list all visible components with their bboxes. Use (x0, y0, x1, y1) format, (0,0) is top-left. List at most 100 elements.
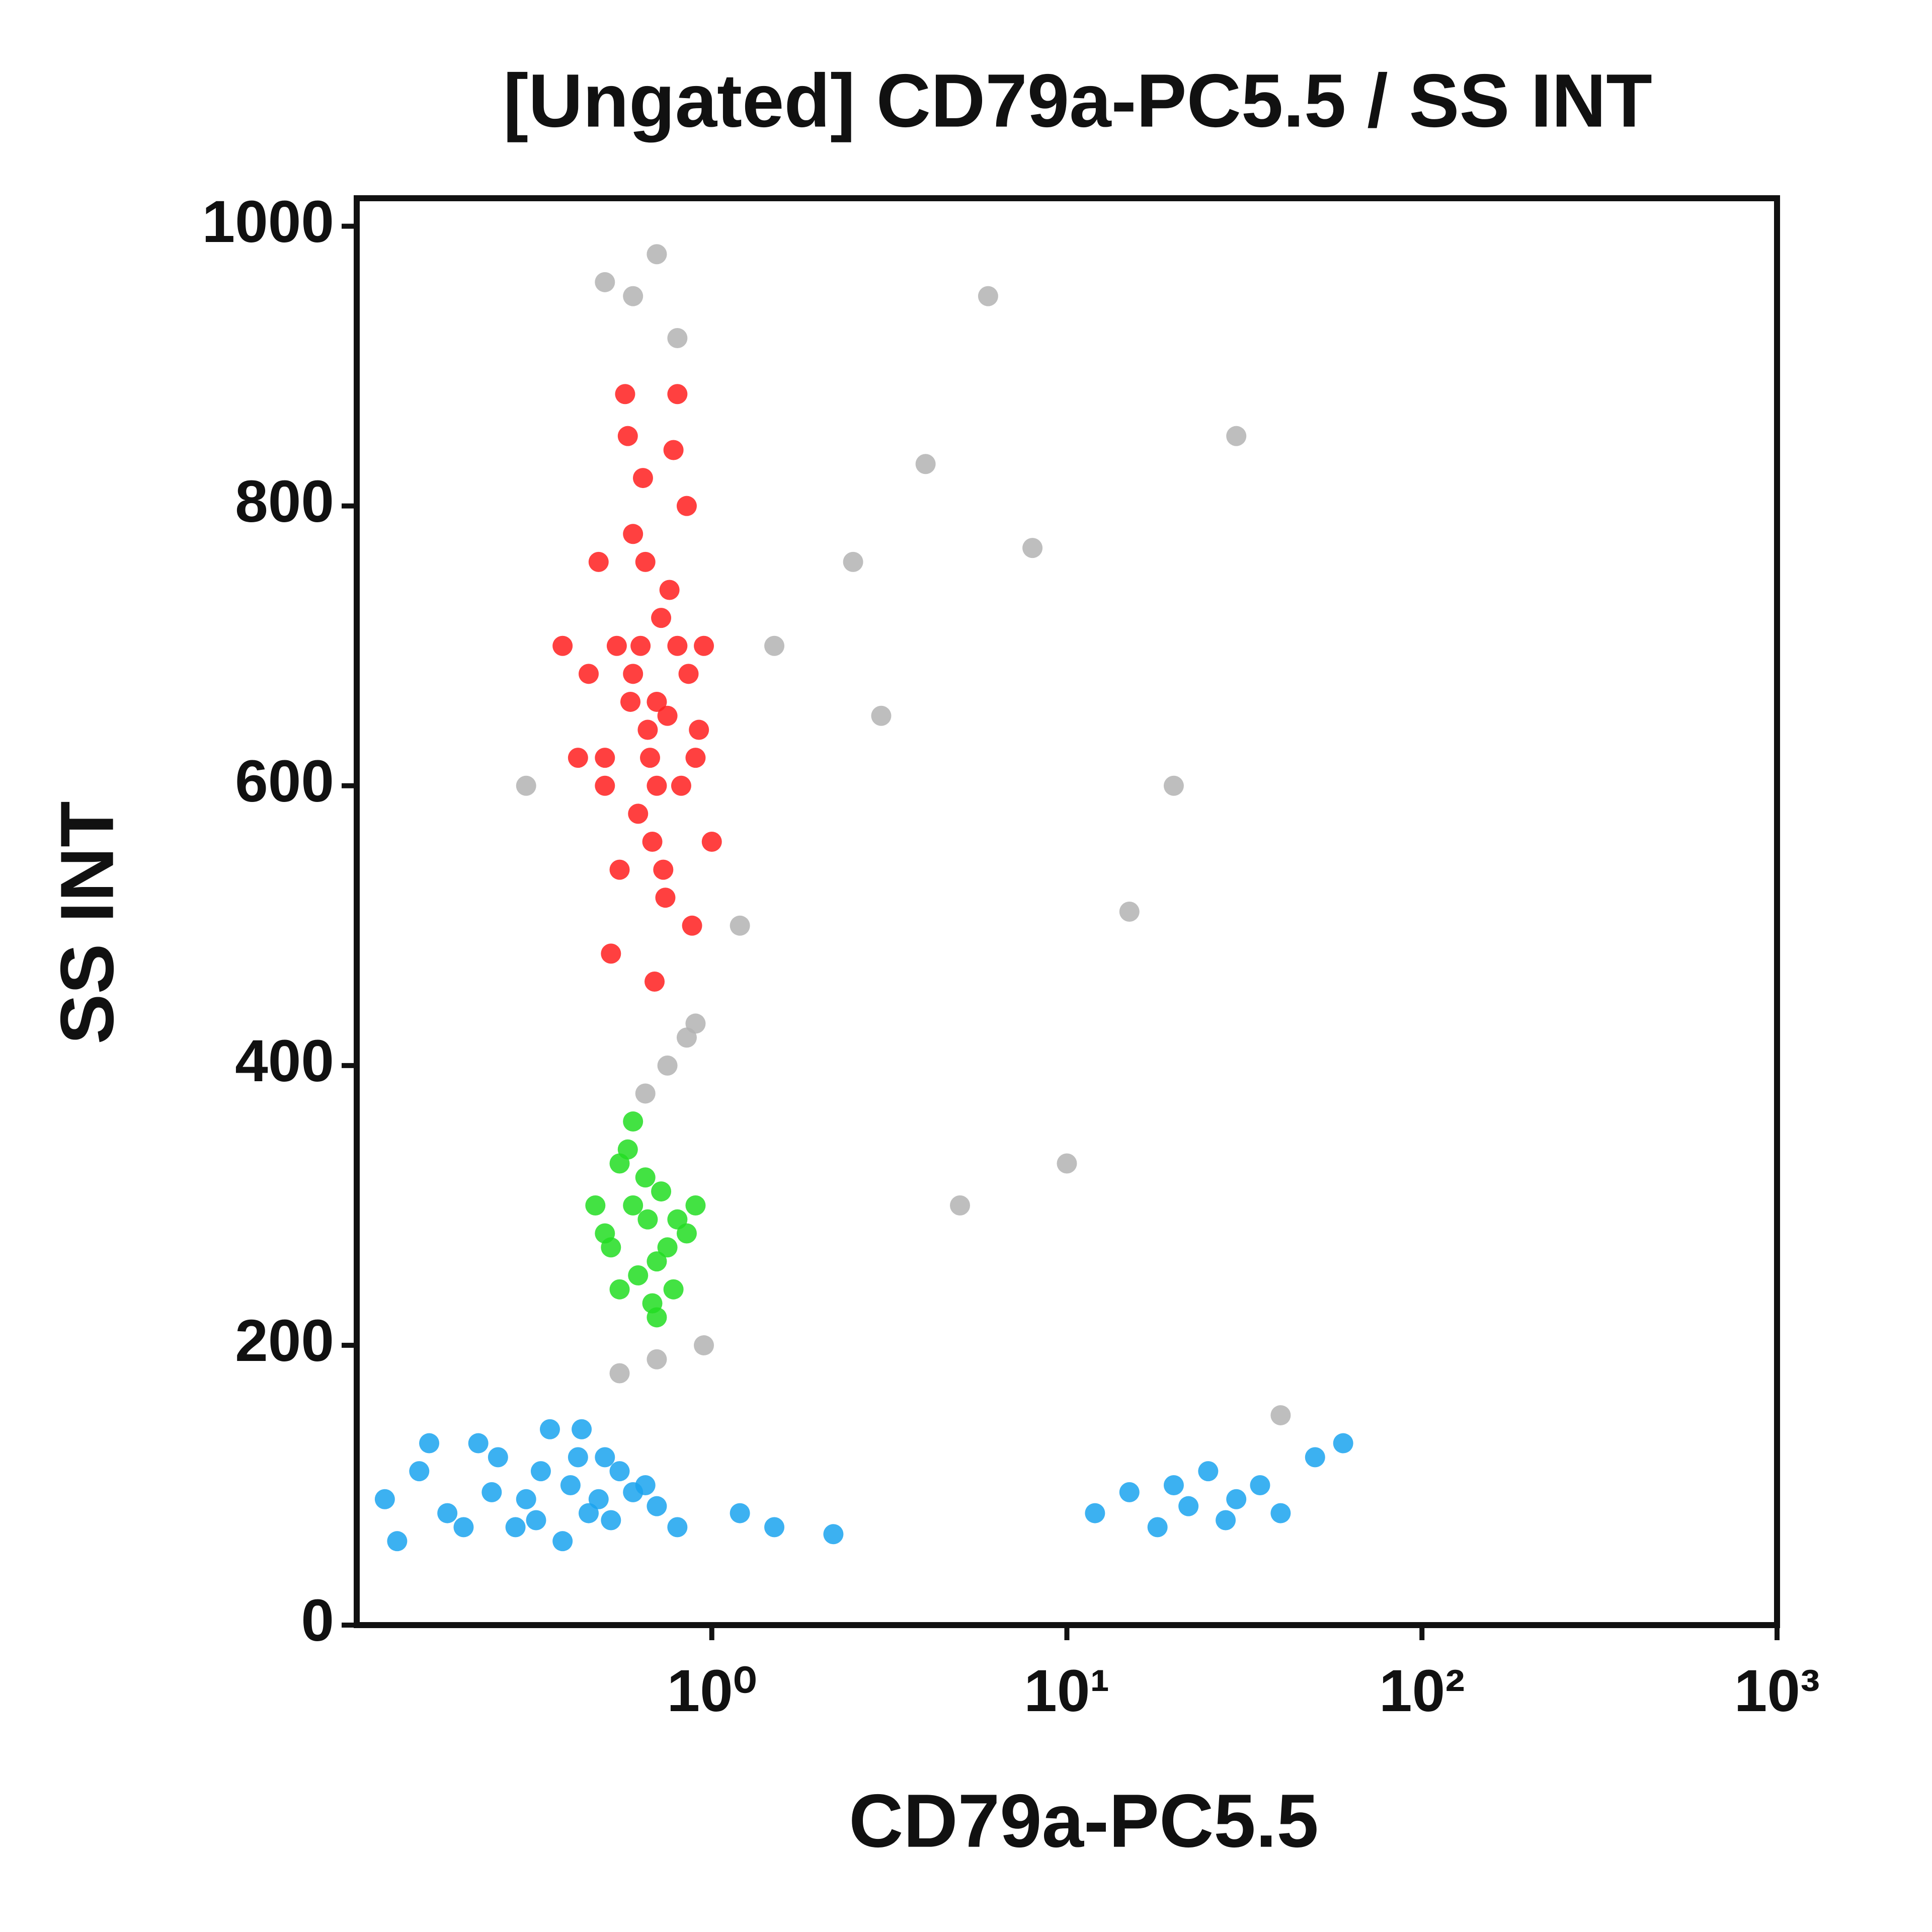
data-point (730, 1503, 750, 1523)
data-point (579, 1503, 599, 1523)
data-point (606, 635, 627, 656)
data-point (516, 1489, 536, 1509)
data-point (667, 635, 688, 656)
data-point (572, 1419, 592, 1439)
data-point (1163, 1475, 1184, 1495)
data-point (568, 748, 588, 768)
data-point (1250, 1475, 1270, 1495)
data-point (645, 972, 665, 992)
data-point (588, 1489, 609, 1509)
data-point (623, 664, 643, 684)
data-point (694, 635, 714, 656)
data-point (623, 1111, 643, 1132)
data-point (653, 859, 674, 880)
data-point (843, 551, 863, 572)
data-point (374, 1489, 395, 1509)
data-point (651, 1181, 672, 1202)
data-point (560, 1475, 581, 1495)
data-point (552, 635, 573, 656)
data-point (685, 1195, 706, 1216)
data-point (620, 691, 641, 712)
data-point (617, 426, 638, 446)
data-point (1270, 1503, 1291, 1523)
data-point (657, 1055, 678, 1076)
data-point (647, 1496, 667, 1516)
data-point (871, 705, 892, 726)
y-tick-label: 0 (301, 1587, 334, 1654)
data-point (671, 775, 691, 796)
data-point (1057, 1153, 1077, 1174)
data-point (657, 705, 678, 726)
data-point (630, 635, 651, 656)
data-point (642, 831, 663, 852)
data-point (468, 1433, 489, 1454)
data-point (1085, 1503, 1105, 1523)
data-point (694, 1335, 714, 1355)
data-point (659, 580, 680, 600)
x-tick-label: 10² (1379, 1658, 1465, 1724)
data-point (950, 1195, 971, 1216)
data-point (601, 943, 621, 964)
data-point (651, 608, 672, 628)
data-point (552, 1531, 573, 1552)
data-point (623, 286, 643, 306)
data-point (637, 719, 658, 740)
data-point (676, 496, 697, 516)
data-point (647, 1251, 667, 1272)
x-tick-label: 10³ (1734, 1658, 1820, 1724)
data-point (635, 1475, 656, 1495)
data-point (667, 328, 688, 349)
data-point (1022, 538, 1043, 558)
data-point (409, 1461, 430, 1482)
data-point (667, 384, 688, 405)
data-point (647, 691, 667, 712)
chart-title: [Ungated] CD79a-PC5.5 / SS INT (503, 58, 1652, 143)
data-point (640, 748, 661, 768)
data-point (635, 551, 656, 572)
data-point (387, 1531, 408, 1552)
data-point (516, 775, 536, 796)
data-point (655, 888, 676, 908)
data-point (678, 664, 699, 684)
data-point (609, 1461, 630, 1482)
data-point (663, 440, 684, 460)
data-point (663, 1279, 684, 1300)
data-point (628, 803, 649, 824)
data-point (689, 719, 709, 740)
data-point (657, 1237, 678, 1258)
data-point (647, 1349, 667, 1370)
data-point (530, 1461, 551, 1482)
data-point (628, 1265, 649, 1285)
data-point (481, 1482, 502, 1502)
data-point (764, 635, 785, 656)
data-point (1333, 1433, 1353, 1454)
data-point (623, 1195, 643, 1216)
data-point (676, 1223, 697, 1244)
data-point (595, 748, 615, 768)
data-point (1305, 1447, 1325, 1468)
data-point (685, 748, 706, 768)
data-point (505, 1517, 526, 1538)
data-point (1119, 1482, 1140, 1502)
data-point (682, 915, 702, 936)
data-point (595, 775, 615, 796)
data-point (609, 859, 630, 880)
data-point (1198, 1461, 1219, 1482)
y-tick-label: 400 (235, 1028, 334, 1094)
data-point (1163, 775, 1184, 796)
data-point (647, 1307, 667, 1328)
data-point (1270, 1405, 1291, 1425)
data-point (632, 468, 653, 489)
data-point (595, 1447, 615, 1468)
data-point (601, 1237, 621, 1258)
data-point (601, 1510, 621, 1531)
y-tick-label: 1000 (202, 189, 334, 255)
data-point (701, 831, 722, 852)
data-point (1226, 1489, 1247, 1509)
data-point (437, 1503, 458, 1523)
data-point (609, 1153, 630, 1174)
data-point (730, 915, 750, 936)
data-point (609, 1279, 630, 1300)
data-point (1216, 1510, 1236, 1531)
